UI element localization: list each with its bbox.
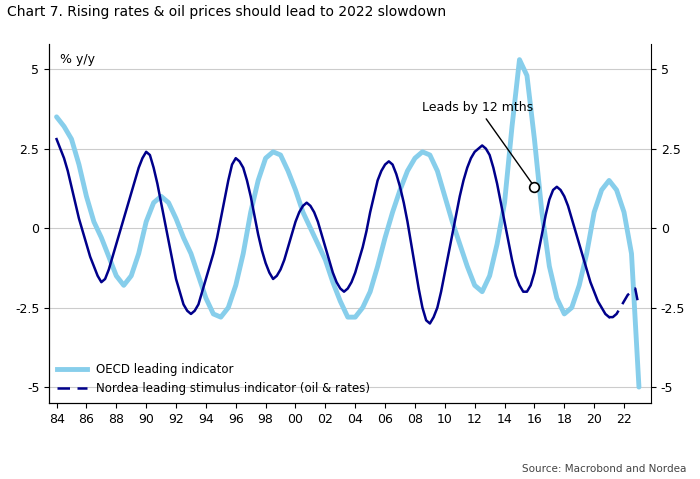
Text: Source: Macrobond and Nordea: Source: Macrobond and Nordea [522, 464, 686, 474]
Text: Chart 7. Rising rates & oil prices should lead to 2022 slowdown: Chart 7. Rising rates & oil prices shoul… [7, 5, 446, 19]
Text: Leads by 12 mths: Leads by 12 mths [422, 101, 533, 184]
Text: % y/y: % y/y [60, 53, 94, 66]
Legend: OECD leading indicator, Nordea leading stimulus indicator (oil & rates): OECD leading indicator, Nordea leading s… [52, 358, 375, 399]
